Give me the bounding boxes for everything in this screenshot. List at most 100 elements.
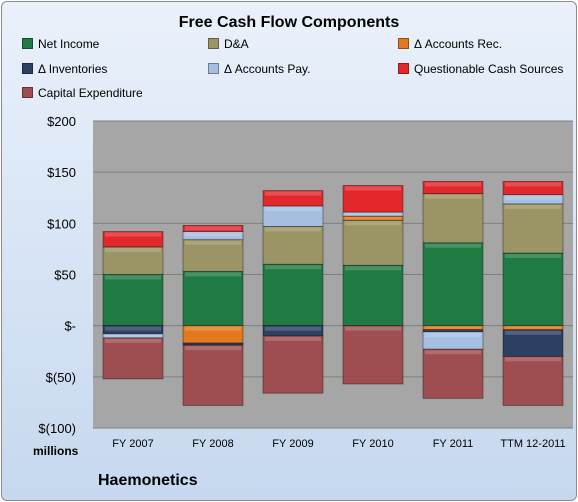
bar-highlight: [265, 227, 321, 232]
x-tick-label: FY 2010: [352, 438, 393, 450]
bar-highlight: [505, 204, 561, 209]
bar-highlight: [505, 330, 561, 335]
legend-swatch: [22, 63, 33, 74]
bar-highlight: [185, 272, 241, 277]
legend-item: Δ Inventories: [22, 62, 107, 76]
bar-segment: [422, 325, 484, 331]
legend-swatch: [22, 38, 33, 49]
bar-highlight: [345, 326, 401, 331]
bar-highlight: [425, 332, 481, 337]
bar-highlight: [185, 240, 241, 245]
bar-highlight: [425, 350, 481, 355]
x-tick-label: FY 2011: [433, 438, 474, 450]
bar-highlight: [505, 195, 561, 200]
bar-highlight: [105, 326, 161, 331]
legend-swatch: [22, 87, 33, 98]
legend-item: Δ Accounts Rec.: [398, 37, 502, 51]
bar-segment: [262, 226, 324, 265]
bar-segment: [182, 271, 244, 327]
y-tick-label: $(100): [38, 421, 76, 436]
bar-segment: [342, 219, 404, 266]
bar-highlight: [505, 182, 561, 187]
x-tick-label: FY 2008: [192, 438, 233, 450]
bar-segment: [102, 231, 164, 248]
y-tick-label: $150: [47, 165, 76, 180]
bar-highlight: [105, 338, 161, 343]
bar-highlight: [345, 217, 401, 220]
bar-segment: [262, 263, 324, 327]
legend-item: Net Income: [22, 37, 99, 51]
bar-highlight: [425, 194, 481, 199]
bar-segment: [502, 325, 564, 331]
bar-highlight: [185, 326, 241, 331]
y-tick-label: $(50): [46, 370, 76, 385]
bar-segment: [182, 224, 244, 232]
units-label: millions: [33, 444, 79, 458]
bar-segment: [422, 193, 484, 244]
bar-segment: [102, 246, 164, 275]
bar-segment: [502, 329, 564, 357]
bar-highlight: [345, 213, 401, 216]
bar-highlight: [105, 334, 161, 337]
bar-highlight: [265, 206, 321, 211]
legend-label: Net Income: [38, 37, 100, 51]
bar-highlight: [425, 182, 481, 187]
bar-segment: [502, 252, 564, 327]
bar-segment: [182, 344, 244, 406]
legend-item: Questionable Cash Sources: [398, 62, 563, 76]
company-label: Haemonetics: [98, 472, 198, 489]
legend-swatch: [398, 38, 409, 49]
y-tick-label: $200: [47, 114, 76, 129]
legend-label: Δ Accounts Pay.: [224, 62, 311, 76]
bar-segment: [102, 274, 164, 327]
bar-segment: [102, 337, 164, 380]
bar-highlight: [265, 336, 321, 341]
bar-segment: [342, 185, 404, 213]
bar-highlight: [345, 186, 401, 191]
y-tick-label: $100: [47, 216, 76, 231]
bar-segment: [422, 242, 484, 327]
legend-label: Capital Expenditure: [38, 86, 143, 100]
legend-label: Δ Accounts Rec.: [414, 37, 503, 51]
bar-highlight: [105, 275, 161, 280]
bar-highlight: [265, 326, 321, 331]
bar-segment: [342, 264, 404, 327]
bar-highlight: [345, 221, 401, 226]
x-tick-label: FY 2007: [112, 438, 153, 450]
bar-highlight: [265, 265, 321, 270]
legend-swatch: [208, 63, 219, 74]
legend-label: D&A: [224, 37, 249, 51]
legend-label: Δ Inventories: [38, 62, 108, 76]
bar-highlight: [185, 346, 241, 351]
bar-highlight: [425, 243, 481, 248]
legend-label: Questionable Cash Sources: [414, 62, 564, 76]
legend-swatch: [398, 63, 409, 74]
bar-highlight: [345, 266, 401, 271]
bar-highlight: [425, 326, 481, 329]
legend-item: Capital Expenditure: [22, 86, 143, 100]
bar-highlight: [505, 254, 561, 259]
y-tick-label: $50: [54, 268, 76, 283]
x-tick-label: TTM 12-2011: [500, 438, 565, 450]
legend-item: Δ Accounts Pay.: [208, 62, 311, 76]
bar-highlight: [185, 232, 241, 237]
bar-highlight: [185, 226, 241, 231]
bar-segment: [422, 348, 484, 399]
bar-segment: [502, 355, 564, 406]
bar-highlight: [105, 247, 161, 252]
bar-segment: [422, 180, 484, 195]
bar-highlight: [505, 357, 561, 362]
legend-item: D&A: [208, 37, 249, 51]
bar-highlight: [265, 191, 321, 196]
bar-segment: [502, 203, 564, 254]
bar-segment: [502, 180, 564, 196]
bar-segment: [342, 325, 404, 385]
bar-segment: [262, 190, 324, 207]
bar-highlight: [505, 326, 561, 329]
bar-highlight: [105, 232, 161, 237]
bar-segment: [262, 335, 324, 394]
legend-swatch: [208, 38, 219, 49]
x-tick-label: FY 2009: [272, 438, 313, 450]
chart-title: Free Cash Flow Components: [178, 14, 400, 31]
